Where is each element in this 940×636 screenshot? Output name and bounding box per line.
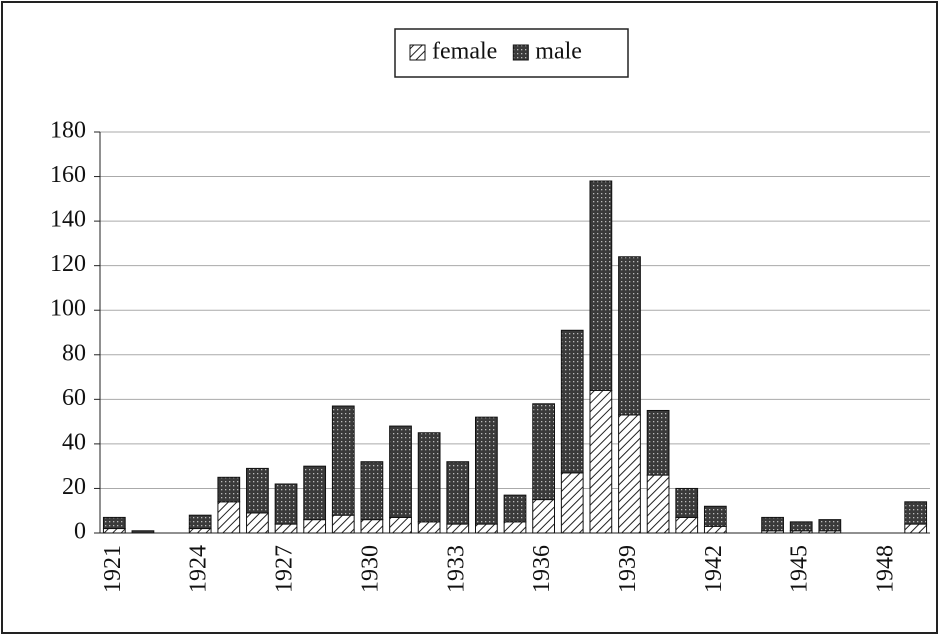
bar-segment bbox=[102, 516, 126, 530]
bar-segment bbox=[532, 499, 555, 534]
legend-swatch bbox=[512, 44, 529, 61]
bar-segment bbox=[789, 521, 813, 532]
bar-segment bbox=[446, 461, 470, 525]
bar-segment bbox=[303, 465, 327, 521]
bar-segment bbox=[102, 528, 126, 534]
bar-segment bbox=[360, 519, 384, 534]
bar-segment bbox=[560, 472, 584, 534]
bar-segment bbox=[475, 416, 498, 525]
y-tick-label: 140 bbox=[50, 207, 86, 233]
bar-segment bbox=[618, 414, 641, 534]
bar-segment bbox=[532, 403, 555, 501]
y-tick-label: 180 bbox=[50, 118, 86, 144]
bar-segment bbox=[217, 501, 241, 534]
legend-swatch bbox=[409, 44, 426, 61]
legend-label: male bbox=[535, 39, 582, 65]
y-tick-label: 100 bbox=[50, 296, 86, 322]
bar-segment bbox=[589, 180, 613, 391]
y-tick-label: 80 bbox=[62, 340, 86, 366]
bar-segment bbox=[589, 389, 613, 534]
x-tick-label: 1921 bbox=[100, 545, 126, 593]
bar-segment bbox=[389, 425, 412, 518]
bar-segment bbox=[618, 256, 641, 416]
bar-segment bbox=[503, 521, 527, 534]
bar-segment bbox=[503, 494, 527, 523]
x-tick-label: 1927 bbox=[272, 545, 298, 593]
bar-segment bbox=[389, 516, 412, 534]
x-tick-label: 1939 bbox=[615, 545, 641, 593]
y-tick-label: 0 bbox=[74, 519, 86, 545]
bar-segment bbox=[217, 476, 241, 503]
bar-segment bbox=[303, 519, 327, 534]
bar-segment bbox=[246, 512, 269, 534]
bar-segment bbox=[274, 523, 298, 534]
y-tick-label: 60 bbox=[62, 385, 86, 411]
y-tick-label: 160 bbox=[50, 162, 86, 188]
y-tick-label: 40 bbox=[62, 429, 86, 455]
bar-segment bbox=[331, 514, 355, 534]
y-tick-label: 20 bbox=[62, 474, 86, 500]
bar-segment bbox=[188, 528, 212, 534]
bar-segment bbox=[246, 467, 269, 514]
bar-segment bbox=[904, 501, 928, 525]
bar-segment bbox=[646, 474, 670, 534]
bar-segment bbox=[446, 523, 470, 534]
bar-segment bbox=[131, 530, 155, 534]
bar-segment bbox=[417, 432, 441, 523]
y-tick-label: 120 bbox=[50, 251, 86, 277]
x-tick-label: 1948 bbox=[873, 545, 899, 593]
bar-segment bbox=[904, 523, 928, 534]
bar-segment bbox=[818, 519, 842, 532]
bar-segment bbox=[703, 525, 727, 534]
bar-segment bbox=[761, 516, 784, 532]
bar-segment bbox=[274, 483, 298, 525]
x-tick-label: 1945 bbox=[787, 545, 813, 593]
bar-segment bbox=[331, 405, 355, 516]
bar-segment bbox=[560, 329, 584, 474]
legend-box bbox=[394, 28, 629, 78]
bar-segment bbox=[703, 505, 727, 527]
bar-segment bbox=[646, 409, 670, 476]
bar-segment bbox=[188, 514, 212, 530]
x-tick-label: 1942 bbox=[701, 545, 727, 593]
bar-segment bbox=[675, 516, 699, 534]
legend-label: female bbox=[432, 39, 497, 65]
bar-segment bbox=[475, 523, 498, 534]
x-tick-label: 1933 bbox=[443, 545, 469, 593]
bar-segment bbox=[360, 461, 384, 521]
x-tick-label: 1930 bbox=[357, 545, 383, 593]
bar-segment bbox=[417, 521, 441, 534]
bar-segment bbox=[675, 487, 699, 518]
x-tick-label: 1936 bbox=[529, 545, 555, 593]
x-tick-label: 1924 bbox=[186, 545, 212, 593]
